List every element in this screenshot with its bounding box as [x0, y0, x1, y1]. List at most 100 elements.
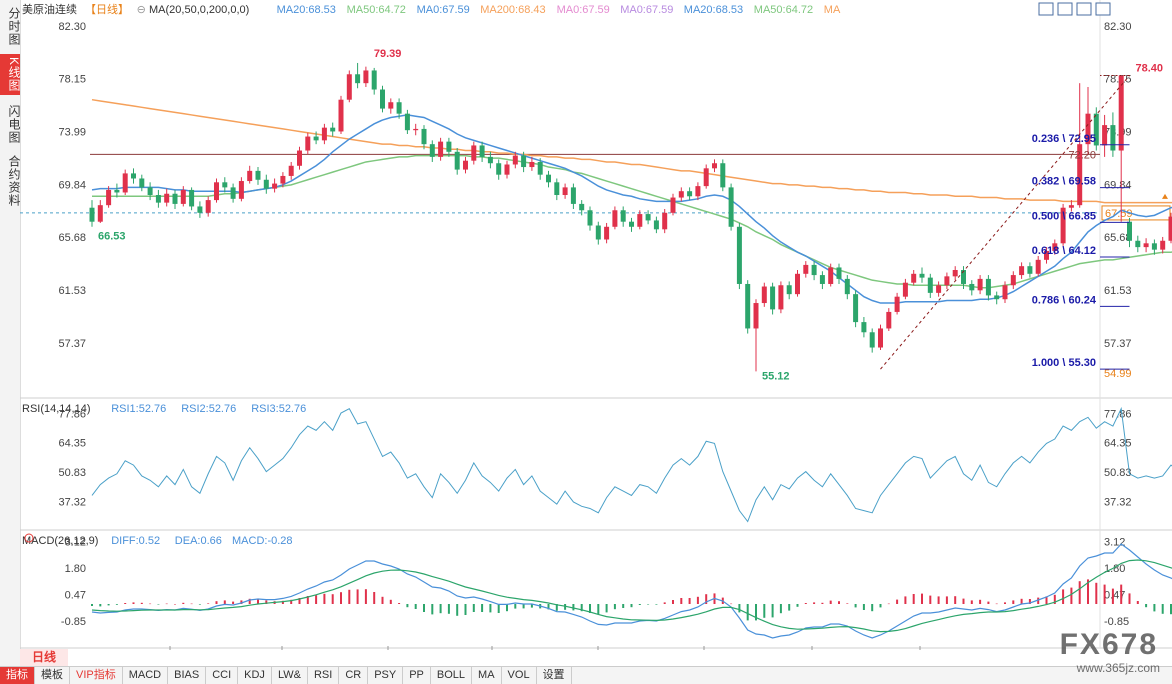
candle-body [621, 210, 626, 221]
macd-diff-line [92, 544, 1172, 638]
toolbar-item-8[interactable]: RSI [308, 667, 339, 684]
macd-histogram-bar [830, 601, 832, 604]
main-legend-3: MA(20,50,0,200,0,0) [149, 4, 249, 16]
close-icon[interactable] [1096, 3, 1110, 15]
candle-body [596, 226, 601, 240]
rsi-y-tick-left: 50.83 [58, 467, 86, 479]
candle-body [114, 190, 119, 193]
toolbar-item-14[interactable]: VOL [502, 667, 537, 684]
toolbar-item-3[interactable]: MACD [123, 667, 168, 684]
toolbar-item-7[interactable]: LW& [272, 667, 308, 684]
crosshair-icon[interactable] [1039, 3, 1053, 15]
candle-body [131, 173, 136, 178]
macd-histogram-bar [631, 604, 633, 607]
candle-body [820, 275, 825, 284]
macd-histogram-bar [846, 603, 848, 604]
macd-histogram-bar [523, 604, 525, 608]
candle-body [206, 200, 211, 213]
candle-body [1152, 243, 1157, 249]
toolbar-item-9[interactable]: CR [339, 667, 368, 684]
candle-body [1160, 241, 1165, 250]
candle-body [629, 222, 634, 227]
macd-histogram-bar [1120, 585, 1122, 604]
candle-body [388, 102, 393, 108]
macd-y-tick-left: 1.80 [65, 563, 86, 575]
toolbar-item-12[interactable]: BOLL [431, 667, 472, 684]
macd-histogram-bar [199, 604, 201, 605]
watermark-brand: FX678 [1060, 628, 1158, 662]
candle-body [538, 162, 543, 175]
macd-histogram-bar [821, 603, 823, 604]
macd-histogram-bar [639, 604, 641, 605]
macd-histogram-bar [157, 604, 159, 605]
macd-histogram-bar [232, 602, 234, 604]
candle-body [322, 128, 327, 141]
macd-histogram-bar [689, 598, 691, 604]
toolbar-item-11[interactable]: PP [403, 667, 431, 684]
toolbar-item-15[interactable]: 设置 [537, 667, 572, 684]
macd-histogram-bar [987, 602, 989, 604]
macd-histogram-bar [340, 592, 342, 604]
macd-histogram-bar [747, 604, 749, 620]
candle-body [637, 214, 642, 227]
toolbar-item-2[interactable]: VIP指标 [70, 667, 123, 684]
macd-histogram-bar [514, 604, 516, 609]
candle-body [173, 194, 178, 204]
macd-histogram-bar [614, 604, 616, 609]
candle-body [471, 145, 476, 160]
candle-body [745, 284, 750, 328]
grid-icon[interactable] [1077, 3, 1091, 15]
toolbar-item-5[interactable]: CCI [206, 667, 238, 684]
tab-contract-info[interactable]: 合约资料 [0, 152, 20, 210]
candle-body [870, 332, 875, 347]
macd-y-tick-left: 0.47 [65, 590, 86, 602]
candle-body [413, 129, 418, 130]
candle-body [886, 312, 891, 329]
y-tick-label-right: 73.99 [1104, 127, 1132, 139]
tab-kline[interactable]: K线图 [0, 54, 20, 95]
expand-icon[interactable] [1058, 3, 1072, 15]
toolbar-item-6[interactable]: KDJ [238, 667, 272, 684]
main-legend-6: MA0:67.59 [417, 4, 470, 16]
main-legend-2: ⊖ [137, 4, 146, 16]
period-button[interactable]: 日线 [20, 649, 68, 666]
candle-body [355, 74, 360, 83]
toolbar-item-4[interactable]: BIAS [168, 667, 206, 684]
tab-timeshare[interactable]: 分时图 [0, 4, 20, 49]
candle-body [305, 137, 310, 151]
toolbar-item-1[interactable]: 模板 [35, 667, 70, 684]
y-tick-label-left: 65.68 [58, 232, 86, 244]
tab-flash-chart[interactable]: 闪电图 [0, 102, 20, 147]
rsi-line [92, 409, 1172, 522]
candle-body [521, 156, 526, 167]
candle-body [729, 187, 734, 226]
annotation-high: 79.39 [374, 48, 402, 60]
candle-body [612, 210, 617, 227]
macd-histogram-bar [1104, 585, 1106, 604]
rsi-legend-1: RSI1:52.76 [111, 403, 166, 415]
macd-histogram-bar [498, 604, 500, 613]
macd-histogram-bar [813, 602, 815, 604]
macd-histogram-bar [597, 604, 599, 614]
macd-histogram-bar [1137, 601, 1139, 604]
toolbar-item-13[interactable]: MA [472, 667, 502, 684]
fib-level-label: 0.382 \ 69.58 [1032, 176, 1096, 188]
toolbar-item-10[interactable]: PSY [368, 667, 403, 684]
candle-body [546, 175, 551, 183]
candle-body [1102, 125, 1107, 145]
macd-histogram-bar [348, 590, 350, 604]
macd-histogram-bar [904, 596, 906, 604]
candle-body [588, 210, 593, 225]
candle-body [861, 322, 866, 332]
toolbar-item-0[interactable]: 指标 [0, 667, 35, 684]
rsi-y-tick-right: 37.32 [1104, 496, 1132, 508]
candle-body [106, 190, 111, 205]
candle-body [330, 128, 335, 132]
candle-body [720, 163, 725, 187]
fib-level-label: 1.000 \ 55.30 [1032, 357, 1096, 369]
main-legend-8: MA0:67.59 [557, 4, 610, 16]
candle-body [463, 161, 468, 170]
main-legend-12: MA [824, 4, 841, 16]
macd-histogram-bar [1095, 583, 1097, 604]
